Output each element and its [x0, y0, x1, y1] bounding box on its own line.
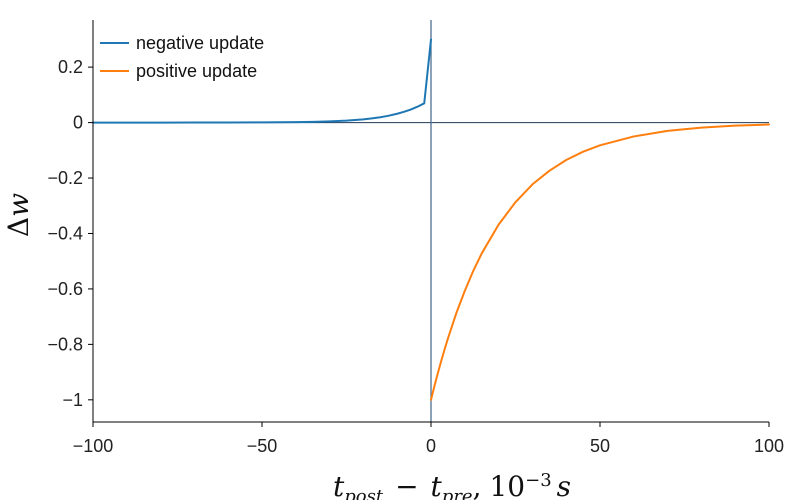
- legend-label-2: positive update: [136, 61, 257, 81]
- ticks: −100 −50 0 50 100 0.2 0 −0.2 −0.4 −0.6 −0.8 −1: [47, 57, 784, 456]
- x-tick-label-2: −50: [247, 436, 278, 456]
- series-line-2: [430, 123, 770, 401]
- y-tick-label-5: −0.6: [47, 279, 83, 299]
- y-tick-label-7: −1: [62, 390, 83, 410]
- series-line-1: [92, 38, 432, 124]
- x-tick-label-5: 100: [754, 436, 784, 456]
- y-tick-label-4: −0.4: [47, 223, 83, 243]
- x-tick-label-3: 0: [426, 436, 436, 456]
- plot-area: [92, 20, 770, 422]
- y-tick-label-1: 0.2: [58, 57, 83, 77]
- y-tick-label-6: −0.8: [47, 334, 83, 354]
- y-axis-label: Δw: [2, 193, 35, 237]
- x-axis-label: tpost − tpre, 10−3 s: [333, 470, 571, 500]
- legend: negative update positive update: [100, 33, 264, 81]
- x-tick-label-4: 50: [590, 436, 610, 456]
- y-tick-label-2: 0: [73, 113, 83, 133]
- legend-label-1: negative update: [136, 33, 264, 53]
- y-tick-label-3: −0.2: [47, 168, 83, 188]
- x-tick-label-1: −100: [73, 436, 114, 456]
